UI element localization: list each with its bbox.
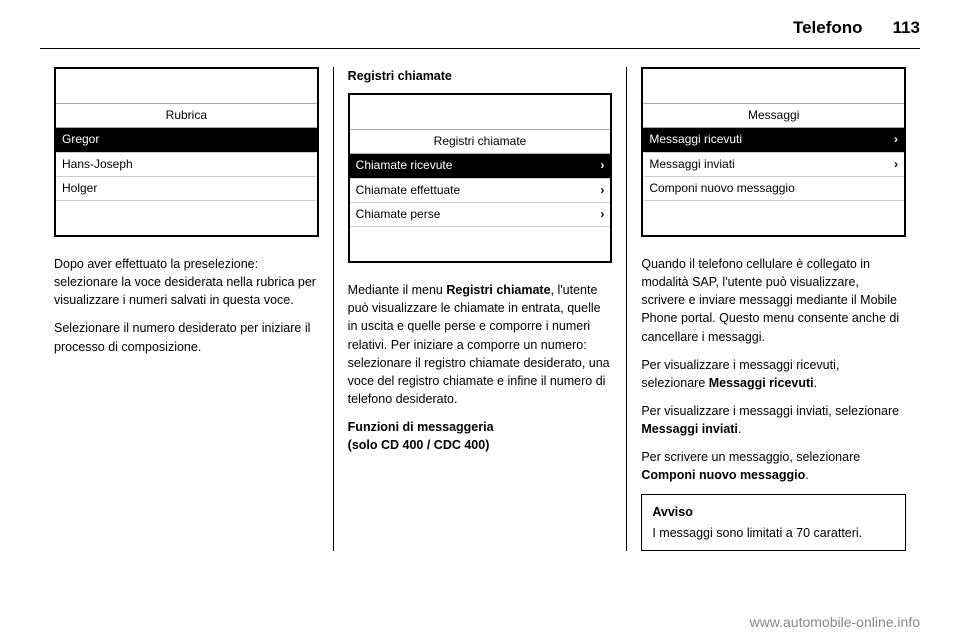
body-text: Per scrivere un messaggio, selezionare C… (641, 448, 906, 484)
column-2: Registri chiamate Registri chiamate Chia… (333, 67, 627, 551)
list-item-label: Chiamate effettuate (356, 182, 461, 199)
screen-registri: Registri chiamate Chiamate ricevute › Ch… (348, 93, 613, 263)
body-text: Selezionare il numero desiderato per ini… (54, 319, 319, 355)
list-item: Chiamate perse › (350, 203, 611, 227)
list-item-label: Chiamate perse (356, 206, 441, 223)
screen-title: Messaggi (643, 103, 904, 128)
list-item-label: Messaggi inviati (649, 156, 734, 173)
column-3: Messaggi Messaggi ricevuti › Messaggi in… (626, 67, 920, 551)
body-text: Mediante il menu Registri chiamate, l'ut… (348, 281, 613, 408)
text: . (814, 376, 817, 390)
notice-text: I messaggi sono limitati a 70 caratteri. (652, 524, 895, 542)
body-text: Per visualizzare i messaggi inviati, sel… (641, 402, 906, 438)
header-page-number: 113 (893, 18, 920, 38)
screen-title: Registri chiamate (350, 129, 611, 154)
section-heading: Registri chiamate (348, 67, 613, 85)
header-title: Telefono (793, 18, 863, 38)
chevron-right-icon: › (894, 131, 898, 148)
column-1: Rubrica Gregor Hans-Joseph Holger Dopo a… (40, 67, 333, 551)
text: . (805, 468, 808, 482)
sub-heading: Funzioni di messaggeria (348, 418, 613, 436)
page-header: Telefono 113 (0, 0, 960, 48)
chevron-right-icon: › (600, 182, 604, 199)
list-item: Messaggi ricevuti › (643, 128, 904, 152)
chevron-right-icon: › (600, 206, 604, 223)
list-item-label: Componi nuovo messaggio (649, 180, 794, 197)
list-item: Hans-Joseph (56, 153, 317, 177)
content-columns: Rubrica Gregor Hans-Joseph Holger Dopo a… (0, 67, 960, 551)
list-item-label: Messaggi ricevuti (649, 131, 742, 148)
screen-list: Chiamate ricevute › Chiamate effettuate … (350, 154, 611, 227)
chevron-right-icon: › (600, 157, 604, 174)
text: Per visualizzare i messaggi inviati, sel… (641, 404, 899, 418)
screen-list: Messaggi ricevuti › Messaggi inviati › C… (643, 128, 904, 201)
text-bold: Registri chiamate (446, 283, 550, 297)
body-text: Per visualizzare i messaggi ricevuti, se… (641, 356, 906, 392)
body-text: Quando il telefono cellulare è collegato… (641, 255, 906, 346)
list-item: Chiamate ricevute › (350, 154, 611, 178)
screen-title: Rubrica (56, 103, 317, 128)
list-item-label: Chiamate ricevute (356, 157, 453, 174)
text: , l'utente può visualizzare le chiamate … (348, 283, 610, 406)
notice-box: Avviso I messaggi sono limitati a 70 car… (641, 494, 906, 550)
notice-label: Avviso (652, 503, 895, 521)
text: Mediante il menu (348, 283, 447, 297)
text: . (738, 422, 741, 436)
screen-list: Gregor Hans-Joseph Holger (56, 128, 317, 201)
list-item: Gregor (56, 128, 317, 152)
header-rule (40, 48, 920, 49)
list-item: Componi nuovo messaggio (643, 177, 904, 201)
body-text: Dopo aver effettuato la preselezione: se… (54, 255, 319, 309)
text: Per scrivere un messaggio, selezionare (641, 450, 860, 464)
text-bold: Messaggi inviati (641, 422, 738, 436)
list-item: Chiamate effettuate › (350, 179, 611, 203)
text-bold: Componi nuovo messaggio (641, 468, 805, 482)
screen-rubrica: Rubrica Gregor Hans-Joseph Holger (54, 67, 319, 237)
sub-heading-note: (solo CD 400 / CDC 400) (348, 436, 613, 454)
watermark: www.automobile-online.info (750, 614, 920, 630)
list-item: Messaggi inviati › (643, 153, 904, 177)
chevron-right-icon: › (894, 156, 898, 173)
list-item: Holger (56, 177, 317, 201)
text-bold: Messaggi ricevuti (709, 376, 814, 390)
screen-messaggi: Messaggi Messaggi ricevuti › Messaggi in… (641, 67, 906, 237)
